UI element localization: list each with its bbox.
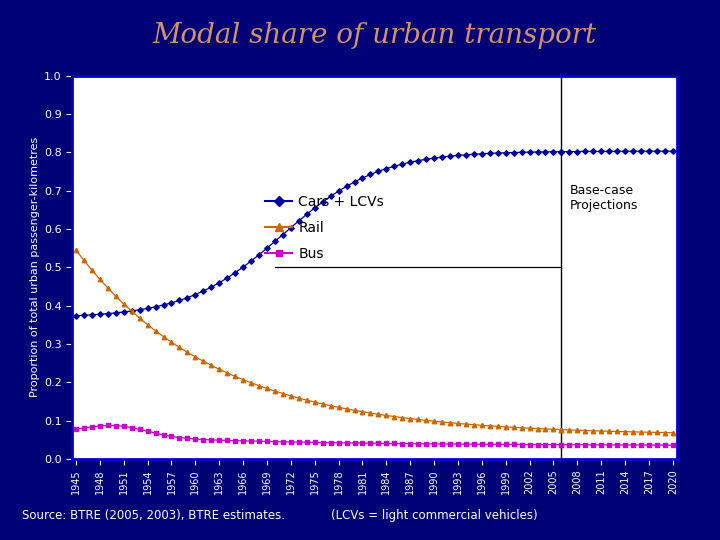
- Text: Modal share of urban transport: Modal share of urban transport: [153, 22, 596, 49]
- Legend: Cars + LCVs, Rail, Bus: Cars + LCVs, Rail, Bus: [260, 190, 390, 266]
- Text: (LCVs = light commercial vehicles): (LCVs = light commercial vehicles): [331, 509, 538, 522]
- Text: Source: BTRE (2005, 2003), BTRE estimates.: Source: BTRE (2005, 2003), BTRE estimate…: [22, 509, 284, 522]
- Text: Base-case
Projections: Base-case Projections: [570, 184, 638, 212]
- Y-axis label: Proportion of total urban passenger-kilometres: Proportion of total urban passenger-kilo…: [30, 137, 40, 397]
